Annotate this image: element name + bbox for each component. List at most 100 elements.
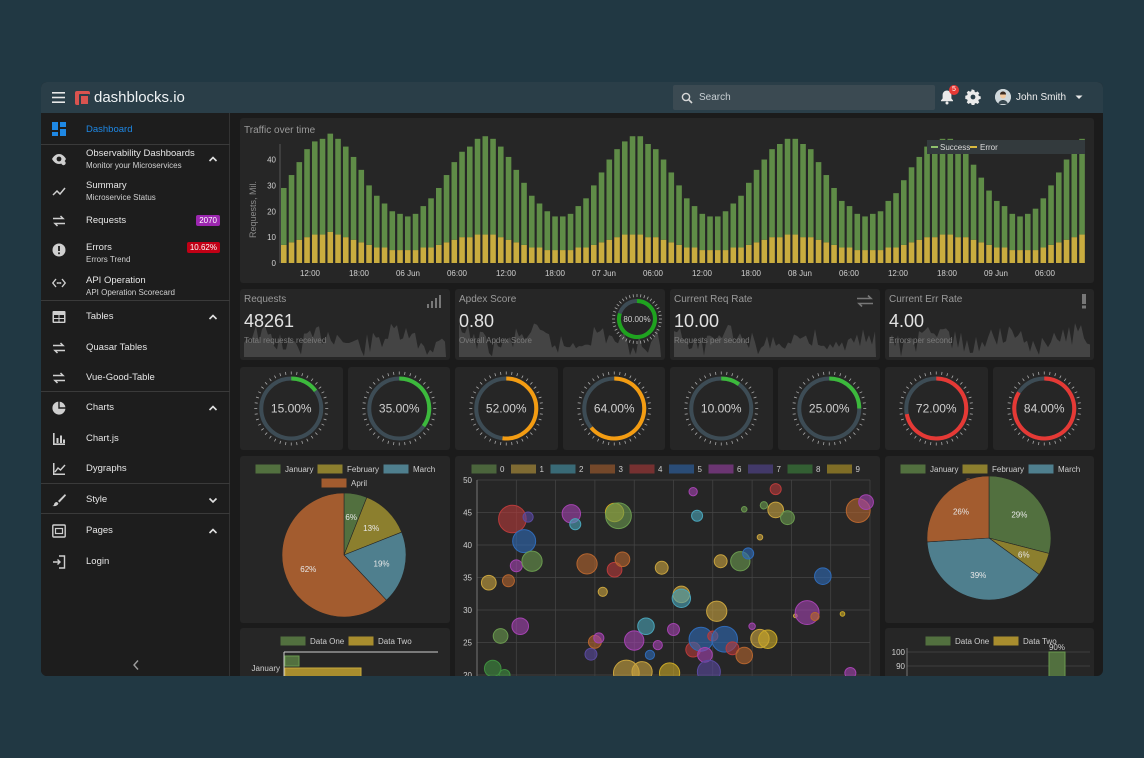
sidebar-item-login[interactable]: Login — [41, 550, 230, 572]
gauge-tick — [843, 438, 846, 442]
bubble — [858, 494, 874, 510]
gauge-card: 25.00% — [777, 367, 880, 450]
gauge-tick — [408, 373, 411, 377]
gauge-tick — [1073, 391, 1077, 394]
gauge-tick — [536, 391, 540, 394]
bubble — [713, 554, 728, 569]
legend-swatch — [962, 464, 988, 474]
gauge-tick — [616, 303, 620, 307]
sidebar-item-charts[interactable]: Charts — [41, 396, 230, 418]
sidebar-item-api-operation[interactable]: API Operation API Operation Scorecard — [41, 270, 230, 297]
success-bar — [436, 187, 442, 245]
gauge-tick — [1026, 375, 1029, 379]
gauge-tick — [860, 418, 865, 421]
bubble — [483, 659, 502, 676]
pie-slice-label: 29% — [1011, 510, 1027, 519]
error-bar — [784, 234, 791, 263]
scatter-card: 0 1 2 3 4 5 6 7 8 9 20 25 30 35 40 45 50 — [455, 456, 880, 676]
sidebar-item-pages[interactable]: Pages — [41, 519, 230, 541]
gauge-tick — [1013, 428, 1017, 431]
pie-chart-right: JanuaryFebruaryMarchApril29%6%39%26% — [900, 464, 1080, 601]
search-input[interactable]: Search — [673, 85, 935, 110]
x-tick-label: 12:00 — [300, 269, 321, 278]
sidebar-item-sublabel: Monitor your Microservices — [86, 161, 182, 170]
legend-swatch — [348, 636, 374, 646]
swap-icon — [53, 215, 65, 227]
sidebar-item-errors[interactable]: Errors Errors Trend 10.62% — [41, 237, 230, 264]
success-bar — [715, 216, 721, 251]
sidebar-item-tables[interactable]: Tables — [41, 305, 230, 327]
search-icon — [681, 92, 693, 104]
sidebar-item-summary[interactable]: Summary Microservice Status — [41, 177, 230, 203]
gauge-tick — [580, 423, 584, 426]
caret-down-icon[interactable] — [1074, 92, 1084, 102]
sidebar-item-style[interactable]: Style — [41, 488, 230, 510]
traffic-chart: Traffic over time Requests, Mil. 0 10 20 30 40… — [244, 125, 1085, 278]
chevron-down-icon[interactable] — [208, 495, 218, 505]
error-bar — [583, 247, 589, 263]
sidebar-item-quasar-tables[interactable]: Quasar Tables — [41, 336, 230, 358]
sidebar-item-vue-good-table[interactable]: Vue-Good-Table — [41, 366, 230, 388]
gauge-label: 52.00% — [486, 402, 527, 416]
bubble — [593, 632, 605, 644]
gauge-tick — [802, 432, 805, 435]
error-bar — [815, 239, 822, 263]
gauge-tick — [591, 378, 595, 382]
gear-icon[interactable] — [965, 89, 981, 105]
gauge-tick — [924, 373, 927, 377]
gauge-chart: 52.00% — [469, 371, 544, 446]
sidebar-item-observability[interactable]: Observability Dashboards Monitor your Mi… — [41, 145, 230, 171]
error-bar — [304, 237, 310, 263]
success-bar — [753, 169, 760, 243]
gauge-tick — [521, 438, 524, 442]
error-bar — [947, 234, 954, 263]
error-bar — [606, 239, 613, 263]
success-bar — [1032, 208, 1039, 251]
gauge-tick — [1021, 435, 1025, 439]
legend-swatch — [255, 464, 281, 474]
gauge-tick — [1075, 396, 1080, 399]
success-bar — [490, 138, 496, 235]
gauge-tick — [428, 391, 432, 394]
gauge-tick — [386, 440, 389, 444]
success-bar — [1001, 206, 1008, 248]
chevron-up-icon[interactable] — [208, 526, 218, 536]
avatar[interactable] — [995, 89, 1011, 105]
gauge-tick — [963, 428, 967, 431]
x-tick-label: 06:00 — [1035, 269, 1056, 278]
gauge-tick — [1058, 375, 1061, 379]
gauge-tick — [269, 378, 272, 382]
menu-icon[interactable] — [41, 82, 75, 113]
success-bar — [629, 136, 636, 235]
gauge-tick — [301, 440, 304, 444]
gauge-tick — [838, 373, 841, 377]
gauge-card: 35.00% — [347, 367, 450, 450]
gauge-tick — [372, 382, 375, 385]
gauge-value-arc — [828, 376, 861, 409]
bubble — [748, 622, 756, 630]
sidebar-item-dygraphs[interactable]: Dygraphs — [41, 457, 230, 479]
user-name[interactable]: John Smith — [1016, 92, 1067, 103]
sidebar-item-requests[interactable]: Requests 2070 — [41, 210, 230, 232]
success-bar — [552, 216, 558, 251]
sidebar-item-chartjs[interactable]: Chart.js — [41, 427, 230, 449]
swap-icon — [53, 342, 65, 354]
success-bar — [529, 195, 535, 248]
pie-chart-left: January February March April 6% 13% 19% 62% — [255, 464, 435, 618]
sidebar-item-label: Chart.js — [86, 433, 119, 444]
legend-label: 2 — [579, 465, 584, 474]
bubble — [769, 483, 782, 496]
pie-slice — [281, 492, 387, 618]
chevron-up-icon[interactable] — [208, 312, 218, 322]
chevron-left-icon[interactable] — [131, 659, 141, 671]
chevron-up-icon[interactable] — [208, 154, 218, 164]
gauge-tick — [637, 382, 641, 385]
brand-logo[interactable]: dashblocks.io — [75, 89, 185, 106]
error-bar — [498, 237, 504, 263]
sidebar-item-dashboard[interactable]: Dashboard — [41, 118, 230, 140]
y-tick-label: 20 — [463, 671, 472, 676]
success-bar — [459, 151, 465, 238]
chevron-up-icon[interactable] — [208, 403, 218, 413]
error-bar — [939, 234, 946, 263]
